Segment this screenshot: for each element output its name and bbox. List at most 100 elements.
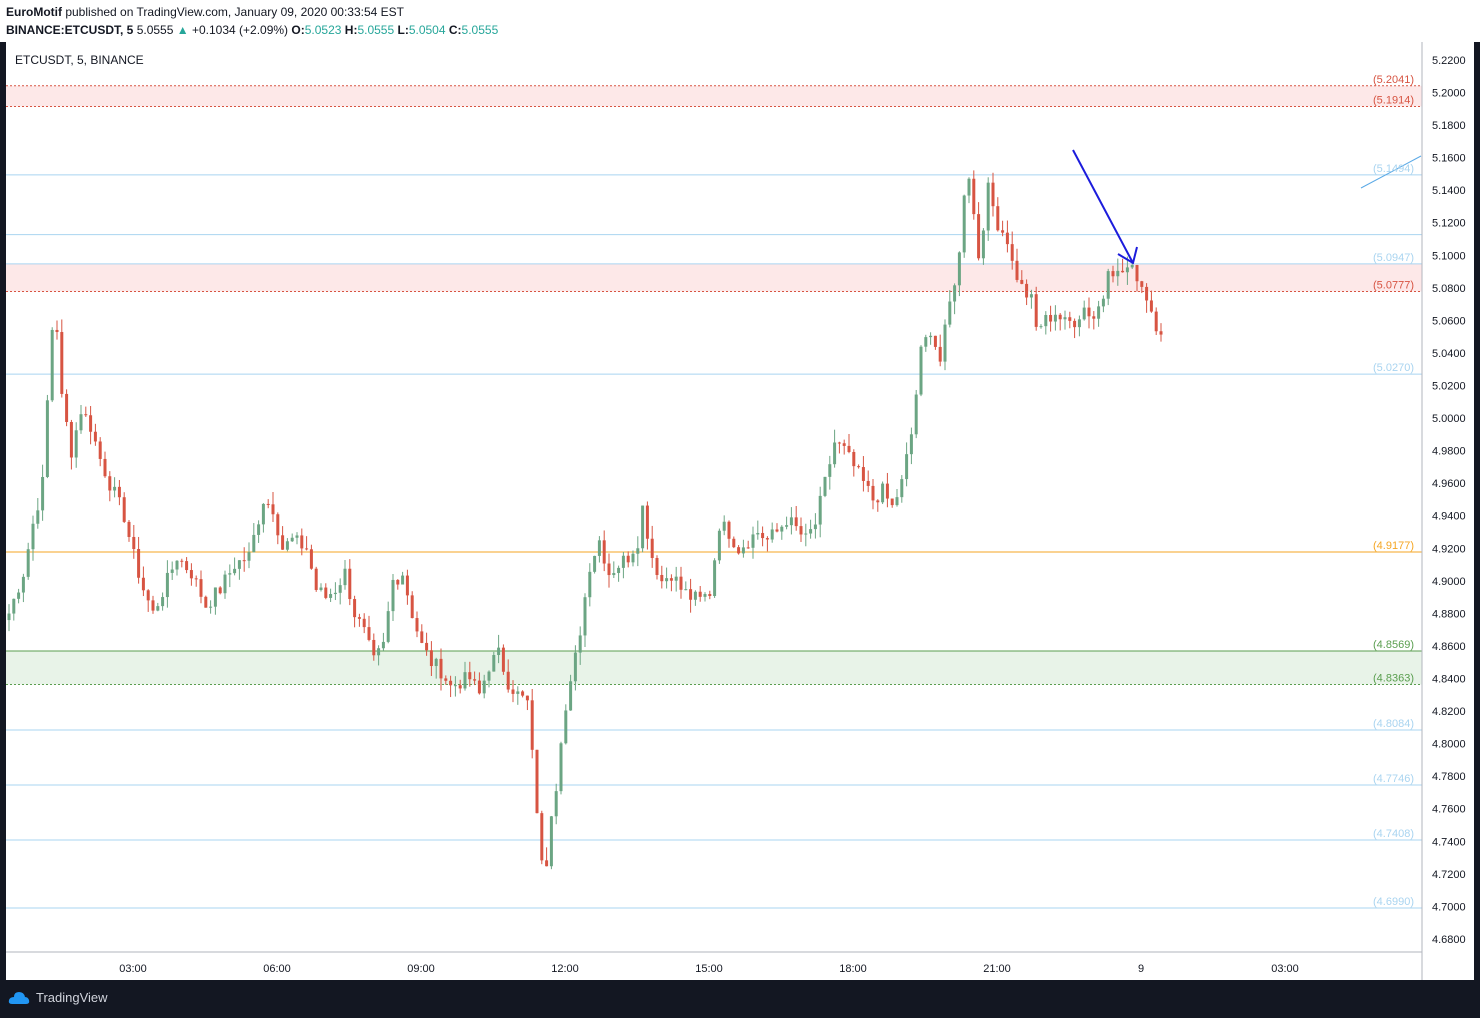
candle[interactable] [55,329,59,333]
candle[interactable] [170,569,174,573]
candle[interactable] [842,443,846,446]
candle[interactable] [36,510,40,524]
candle[interactable] [1005,232,1009,245]
candle[interactable] [1049,314,1053,322]
candle[interactable] [645,505,649,539]
candle[interactable] [151,600,155,611]
candle[interactable] [473,679,477,681]
candle[interactable] [343,568,347,586]
candle[interactable] [996,206,1000,231]
candle[interactable] [909,434,913,455]
candle[interactable] [477,680,481,694]
candle[interactable] [789,517,793,526]
candle[interactable] [1015,260,1019,280]
candle[interactable] [693,591,697,600]
candle[interactable] [348,568,352,600]
candle[interactable] [751,534,755,548]
candle[interactable] [962,195,966,253]
candle[interactable] [823,476,827,496]
candle[interactable] [741,547,745,554]
candle[interactable] [1029,294,1033,298]
candle[interactable] [381,641,385,649]
candle[interactable] [261,503,265,525]
candle[interactable] [482,680,486,694]
candle[interactable] [1116,270,1120,277]
candle[interactable] [1034,294,1038,327]
candle[interactable] [650,538,654,558]
candle[interactable] [266,503,270,505]
candle[interactable] [132,536,136,550]
candle[interactable] [453,685,457,687]
candle[interactable] [314,568,318,590]
candle[interactable] [1097,306,1101,319]
candle[interactable] [45,400,49,477]
candle[interactable] [497,647,501,656]
candle[interactable] [511,689,515,694]
candle[interactable] [957,252,961,286]
candle[interactable] [50,329,54,401]
candle[interactable] [161,597,165,607]
candle[interactable] [401,575,405,585]
candle[interactable] [698,591,702,597]
candle[interactable] [74,430,78,458]
candle[interactable] [655,557,659,575]
candle[interactable] [876,500,880,503]
candle[interactable] [1106,271,1110,299]
candle[interactable] [535,749,539,814]
candle[interactable] [338,585,342,593]
candle[interactable] [425,642,429,651]
candle[interactable] [444,678,448,681]
candle[interactable] [1058,314,1062,320]
candle[interactable] [593,555,597,572]
candle[interactable] [84,414,88,416]
candle[interactable] [41,476,45,511]
candle[interactable] [492,655,496,672]
candle[interactable] [103,458,107,477]
candle[interactable] [895,497,899,506]
candle[interactable] [953,285,957,302]
candle[interactable] [420,631,424,643]
candle[interactable] [636,548,640,554]
candle[interactable] [468,672,472,680]
candle[interactable] [194,578,198,580]
candle[interactable] [602,540,606,564]
candle[interactable] [857,466,861,468]
candle[interactable] [1073,320,1077,328]
candle[interactable] [367,627,371,640]
candle[interactable] [578,635,582,653]
candle[interactable] [977,214,981,259]
candle[interactable] [290,537,294,542]
candle[interactable] [319,587,323,590]
candle[interactable] [885,483,889,499]
candle[interactable] [439,658,443,679]
candle[interactable] [569,681,573,711]
candle[interactable] [199,579,203,597]
candle[interactable] [257,524,261,535]
candle[interactable] [583,597,587,636]
candle[interactable] [98,441,102,459]
candle[interactable] [1135,265,1139,282]
candle[interactable] [847,445,851,452]
candle[interactable] [324,587,328,598]
candle[interactable] [405,575,409,596]
candle[interactable] [372,639,376,656]
candle[interactable] [833,442,837,465]
candle[interactable] [621,555,625,568]
candle[interactable] [986,182,990,231]
candle[interactable] [761,532,765,539]
candle[interactable] [65,393,69,422]
arrow-shaft[interactable] [1072,149,1134,264]
candle[interactable] [967,178,971,196]
candle[interactable] [26,549,30,577]
candle[interactable] [237,560,241,569]
tradingview-logo[interactable]: TradingView [8,990,108,1005]
candle[interactable] [972,178,976,215]
candle[interactable] [828,464,832,477]
author-name[interactable]: EuroMotif [6,5,62,19]
candle[interactable] [252,534,256,553]
candle[interactable] [501,647,505,672]
candle[interactable] [881,483,885,503]
chart-svg[interactable]: (5.2041) (5.1914) (5.1494) (5.0947) (5.0777)… [6,42,1474,980]
candle[interactable] [785,525,789,527]
candle[interactable] [612,573,616,576]
